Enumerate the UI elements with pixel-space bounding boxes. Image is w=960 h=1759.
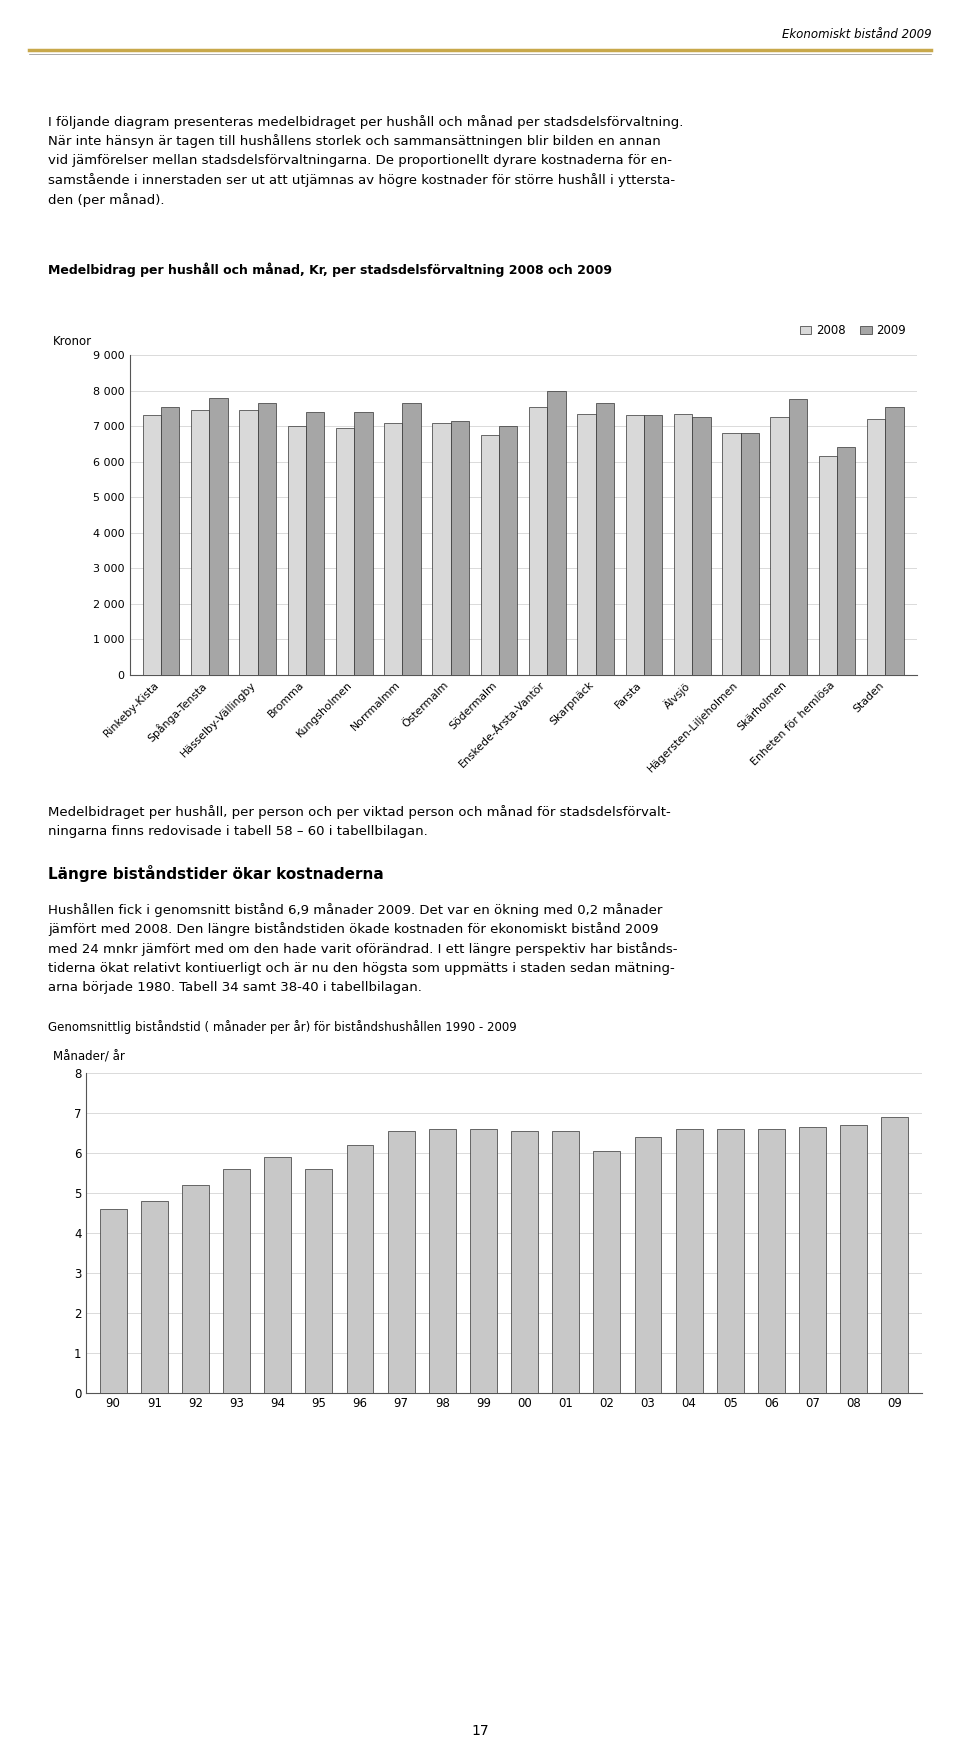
Bar	[512, 1131, 538, 1393]
Text: Ekonomiskt bistånd 2009: Ekonomiskt bistånd 2009	[781, 28, 931, 40]
Bar	[143, 415, 161, 675]
Bar	[264, 1156, 291, 1393]
Bar	[635, 1136, 661, 1393]
Bar	[384, 422, 402, 675]
Bar	[595, 403, 614, 675]
Text: samstående i innerstaden ser ut att utjämnas av högre kostnader för större hushå: samstående i innerstaden ser ut att utjä…	[48, 174, 675, 188]
Text: ningarna finns redovisade i tabell 58 – 60 i tabellbilagan.: ningarna finns redovisade i tabell 58 – …	[48, 825, 428, 837]
Bar	[819, 456, 837, 675]
Bar	[722, 433, 740, 675]
Bar	[354, 412, 372, 675]
Bar	[644, 415, 662, 675]
Bar	[881, 1117, 908, 1393]
Bar	[209, 398, 228, 675]
Text: tiderna ökat relativt kontiuerligt och är nu den högsta som uppmätts i staden se: tiderna ökat relativt kontiuerligt och ä…	[48, 962, 675, 974]
Text: I följande diagram presenteras medelbidraget per hushåll och månad per stadsdels: I följande diagram presenteras medelbidr…	[48, 114, 684, 128]
Bar	[676, 1129, 703, 1393]
Bar	[577, 413, 595, 675]
Bar	[529, 406, 547, 675]
Bar	[840, 1124, 867, 1393]
Bar	[593, 1150, 620, 1393]
Bar	[837, 447, 855, 675]
Text: Längre biståndstider ökar kostnaderna: Längre biståndstider ökar kostnaderna	[48, 865, 384, 881]
Bar	[867, 419, 885, 675]
Bar	[402, 403, 420, 675]
Bar	[306, 412, 324, 675]
Bar	[481, 434, 499, 675]
Text: När inte hänsyn är tagen till hushållens storlek och sammansättningen blir bilde: När inte hänsyn är tagen till hushållens…	[48, 134, 660, 148]
Bar	[789, 399, 807, 675]
Bar	[499, 426, 517, 675]
Bar	[626, 415, 644, 675]
Bar	[451, 420, 469, 675]
Bar	[692, 417, 710, 675]
Bar	[885, 406, 903, 675]
Bar	[161, 406, 180, 675]
Bar	[288, 426, 306, 675]
Bar	[141, 1200, 168, 1393]
Bar	[257, 403, 276, 675]
Bar	[223, 1168, 250, 1393]
Text: vid jämförelser mellan stadsdelsförvaltningarna. De proportionellt dyrare kostna: vid jämförelser mellan stadsdelsförvaltn…	[48, 155, 672, 167]
Bar	[347, 1145, 373, 1393]
Text: den (per månad).: den (per månad).	[48, 193, 164, 208]
Text: med 24 mnkr jämfört med om den hade varit oförändrad. I ett längre perspektiv ha: med 24 mnkr jämfört med om den hade vari…	[48, 943, 678, 955]
Bar	[674, 413, 692, 675]
Text: 17: 17	[471, 1724, 489, 1738]
Bar	[388, 1131, 415, 1393]
Bar	[429, 1129, 456, 1393]
Bar	[182, 1184, 209, 1393]
Bar	[336, 427, 354, 675]
Bar	[717, 1129, 744, 1393]
Text: Hushållen fick i genomsnitt bistånd 6,9 månader 2009. Det var en ökning med 0,2 : Hushållen fick i genomsnitt bistånd 6,9 …	[48, 902, 662, 916]
Text: arna började 1980. Tabell 34 samt 38-40 i tabellbilagan.: arna började 1980. Tabell 34 samt 38-40 …	[48, 982, 421, 994]
Bar	[305, 1168, 332, 1393]
Bar	[552, 1131, 579, 1393]
Bar	[740, 433, 758, 675]
Text: Medelbidraget per hushåll, per person och per viktad person och månad för stadsd: Medelbidraget per hushåll, per person oc…	[48, 806, 671, 820]
Text: Månader/ år: Månader/ år	[53, 1050, 125, 1064]
Bar	[239, 410, 257, 675]
Bar	[771, 417, 789, 675]
Bar	[470, 1129, 497, 1393]
Bar	[100, 1208, 127, 1393]
Bar	[432, 422, 451, 675]
Text: Medelbidrag per hushåll och månad, Kr, per stadsdelsförvaltning 2008 och 2009: Medelbidrag per hushåll och månad, Kr, p…	[48, 262, 612, 276]
Bar	[758, 1129, 785, 1393]
Legend: 2008, 2009: 2008, 2009	[795, 320, 911, 341]
Bar	[547, 390, 565, 675]
Text: Genomsnittlig biståndstid ( månader per år) för biståndshushållen 1990 - 2009: Genomsnittlig biståndstid ( månader per …	[48, 1020, 516, 1034]
Bar	[191, 410, 209, 675]
Text: Kronor: Kronor	[53, 334, 92, 348]
Bar	[799, 1126, 826, 1393]
Text: jämfört med 2008. Den längre biståndstiden ökade kostnaden för ekonomiskt bistån: jämfört med 2008. Den längre biståndstid…	[48, 922, 659, 936]
